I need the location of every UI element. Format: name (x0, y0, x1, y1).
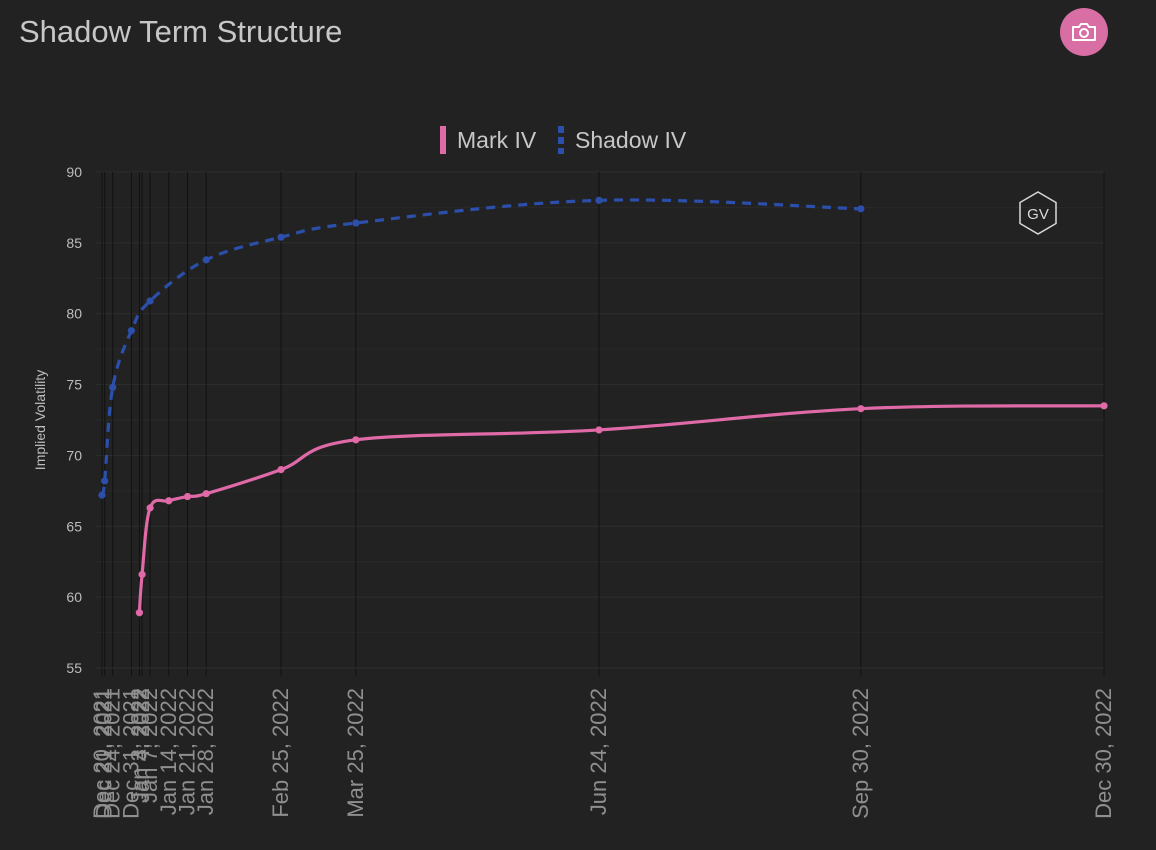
data-point (202, 256, 210, 264)
data-point (165, 497, 173, 505)
series (98, 196, 1108, 617)
data-point (352, 436, 360, 444)
data-point (595, 426, 603, 434)
page-title: Shadow Term Structure (19, 14, 343, 49)
x-tick-label: Jan 7, 2022 (137, 688, 162, 803)
legend-label: Shadow IV (575, 127, 687, 153)
x-tick-label: Jan 3, 2022 (126, 688, 151, 803)
data-point (138, 570, 146, 579)
series-mark-iv (135, 402, 1108, 617)
x-tick-label: Jan 28, 2022 (193, 688, 218, 815)
y-axis-label: Implied Volatility (32, 370, 48, 470)
x-tick-label: Jan 14, 2022 (156, 688, 181, 815)
data-point (202, 490, 210, 498)
data-point (857, 405, 865, 413)
x-tick-label: Sep 30, 2022 (848, 688, 873, 819)
x-tick-label: Jan 4, 2022 (129, 688, 154, 803)
y-tick-label: 90 (66, 164, 82, 180)
data-point (109, 383, 117, 392)
x-tick-label: Jun 24, 2022 (586, 688, 611, 815)
watermark-text: GV (1027, 206, 1049, 223)
legend-label: Mark IV (457, 127, 537, 153)
series-line (100, 198, 861, 497)
camera-icon (1072, 23, 1096, 41)
y-tick-label: 80 (66, 306, 82, 322)
data-point (1100, 402, 1108, 410)
data-point (352, 219, 360, 227)
grid (96, 171, 1105, 676)
legend-item[interactable]: Mark IV (440, 126, 537, 154)
watermark-logo: GV (1019, 191, 1057, 235)
data-point (146, 297, 154, 305)
x-tick-label: Feb 25, 2022 (268, 688, 293, 818)
data-point (135, 609, 144, 617)
data-point (127, 327, 135, 335)
data-point (146, 504, 154, 512)
y-tick-label: 85 (66, 235, 82, 251)
legend-swatch (440, 126, 446, 154)
data-point (277, 466, 285, 474)
data-point (101, 477, 109, 485)
data-point (183, 492, 192, 501)
legend-item[interactable]: Shadow IV (558, 126, 687, 154)
y-tick-label: 70 (66, 447, 82, 463)
y-tick-label: 65 (66, 518, 82, 534)
y-tick-label: 55 (66, 660, 82, 676)
data-point (857, 205, 865, 213)
data-point (595, 196, 603, 204)
series-shadow-iv (98, 196, 865, 499)
data-point (98, 491, 106, 499)
x-tick-label: Dec 30, 2022 (1091, 688, 1116, 819)
x-tick-label: Mar 25, 2022 (343, 688, 368, 818)
series-line (137, 404, 1105, 613)
x-tick-label: Dec 20, 2021 (89, 688, 114, 819)
x-tick-label: Jan 21, 2022 (175, 688, 200, 815)
data-point (277, 233, 285, 241)
x-tick-label: Dec 31, 2021 (118, 688, 143, 819)
y-tick-label: 60 (66, 589, 82, 605)
x-tick-label: Dec 24, 2021 (100, 688, 125, 819)
camera-button[interactable] (1060, 8, 1108, 56)
legend: Mark IV Shadow IV (440, 126, 687, 154)
y-tick-label: 75 (66, 377, 82, 393)
x-tick-label: Dec 21, 2021 (92, 688, 117, 819)
y-axis-ticks: 55 60 65 70 75 80 85 90 (66, 164, 82, 676)
